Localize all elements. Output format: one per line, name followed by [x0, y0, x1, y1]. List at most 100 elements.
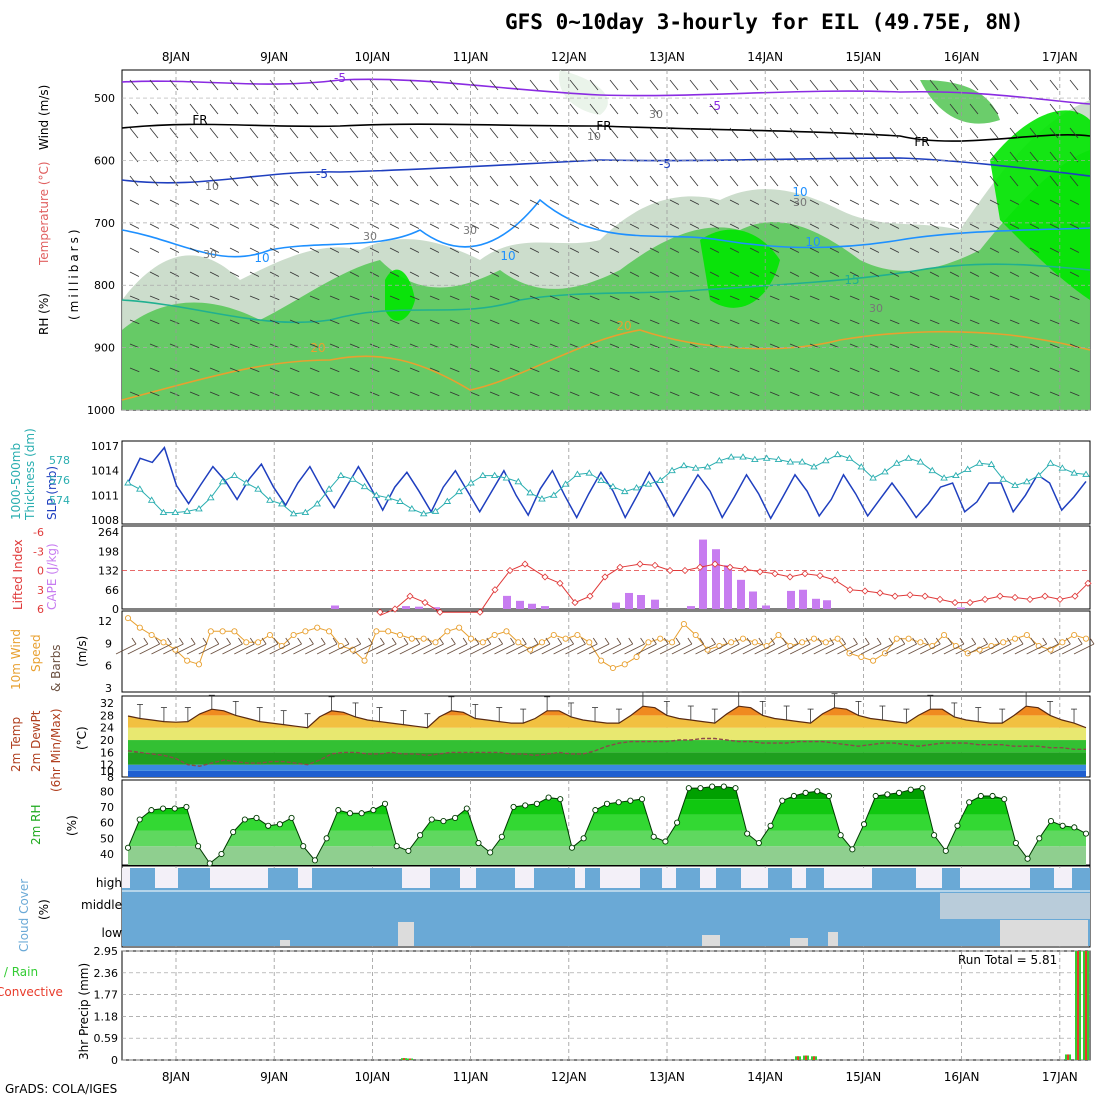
wind-barb-tick — [604, 637, 610, 645]
wind-barb — [189, 175, 199, 187]
wind-barb-10m — [470, 643, 492, 655]
wind-barb — [689, 295, 700, 301]
rh2m-point — [860, 821, 868, 828]
thickness-point — [999, 475, 1008, 482]
wind-barb-10m — [198, 643, 219, 655]
lifted-index-point — [801, 570, 809, 578]
wind-barb — [129, 295, 140, 301]
thickness-point — [715, 456, 724, 464]
wind-barb-10m — [920, 643, 941, 655]
wind-barb — [709, 247, 720, 253]
wind-barb-10m — [210, 643, 231, 655]
wind-barb — [969, 223, 980, 229]
rh2m-point — [288, 814, 295, 821]
lifted-index-point — [816, 572, 824, 580]
temp-tick-label: 28 — [100, 709, 114, 722]
wind-barb — [209, 127, 219, 139]
thickness-point — [1082, 470, 1090, 477]
lifted-tick-label: 3 — [37, 584, 44, 597]
wind-speed-point — [1023, 631, 1030, 639]
wind-barb-tick — [652, 637, 657, 645]
wind-barb — [589, 391, 600, 397]
wind-barb-10m — [860, 643, 882, 655]
wind-barb — [849, 127, 859, 139]
lifted-index-point — [436, 608, 444, 616]
wind-barb — [829, 79, 839, 91]
thickness-point — [751, 455, 759, 463]
temp2m-label-2: 2m DewPt — [29, 710, 43, 772]
wind-barb-10m — [813, 643, 835, 655]
wind-barb — [929, 103, 939, 115]
wind-barb — [149, 127, 159, 139]
thickness-point — [1034, 471, 1043, 479]
thickness-point — [916, 458, 925, 465]
wind-barb — [749, 343, 760, 349]
wind-barb — [909, 271, 920, 277]
wind-barb — [869, 175, 879, 187]
wind-barb-tick — [711, 637, 716, 645]
wind-barb — [569, 103, 579, 115]
wind-barb-10m — [1026, 643, 1047, 655]
date-label-top: 8JAN — [162, 50, 190, 64]
wind-barb — [629, 247, 640, 253]
wind-barb-10m — [730, 643, 752, 655]
wind-barb — [989, 127, 999, 139]
wind-barb — [569, 151, 579, 163]
wind-barb — [489, 367, 500, 373]
wind-barb-10m — [754, 643, 775, 655]
wind-barb — [429, 319, 440, 325]
wind-barb — [1009, 295, 1020, 301]
rh2m-point — [1036, 835, 1043, 842]
wind-barb-tick — [758, 637, 764, 645]
wind-barb — [849, 319, 860, 325]
wind-barb — [269, 199, 280, 205]
rh2m-point — [837, 832, 844, 839]
wind-barb — [589, 295, 600, 301]
wind-barb — [649, 343, 660, 349]
thickness-point — [242, 479, 251, 486]
lifted-index-point — [666, 566, 674, 575]
rh2m-unit-label: (%) — [65, 815, 79, 836]
lifted-index-point — [726, 563, 734, 571]
wind-barb — [569, 295, 580, 301]
wind-barb-tick — [1006, 637, 1012, 645]
wind-barb — [489, 175, 499, 187]
wind-barb-10m — [648, 643, 669, 655]
wind-speed-point — [858, 653, 865, 661]
wind-barb — [509, 319, 520, 325]
wind-barb-10m — [659, 643, 681, 655]
rh2m-point — [475, 839, 482, 847]
wind-barb — [549, 343, 560, 349]
rh2m-point — [814, 788, 821, 795]
wind-barb — [649, 223, 660, 229]
wind-barb-tick — [273, 637, 279, 645]
wind-barb — [129, 271, 140, 277]
wind-barb — [349, 223, 360, 229]
wind-barb-10m — [529, 643, 551, 655]
wind-barb — [569, 271, 580, 277]
wind-barb — [1009, 79, 1019, 91]
wind-barb — [249, 103, 259, 115]
rh2m-point — [311, 857, 318, 864]
millibars-label: (millibars) — [67, 226, 81, 320]
wind-speed-point — [432, 639, 439, 646]
wind-barb-tick — [521, 637, 527, 645]
lifted-index-point — [651, 561, 659, 569]
wind-barb — [889, 223, 900, 229]
wind-barb — [529, 175, 539, 187]
wind-barb — [229, 247, 240, 253]
lifted-index-point — [681, 566, 689, 575]
lifted-index-point — [951, 599, 959, 607]
wind-barb-tick — [959, 637, 965, 645]
temp2m-label-1: 2m Temp — [9, 717, 23, 772]
wind-barb — [949, 295, 960, 301]
wind-barb — [1009, 367, 1020, 373]
wind-barb — [849, 271, 860, 277]
wind-barb-tick — [415, 637, 421, 645]
wind-barb — [589, 199, 600, 205]
date-label-bottom: 13JAN — [649, 1070, 685, 1084]
cloud-high-gap — [1054, 868, 1072, 888]
wind-barb — [649, 103, 659, 115]
wind-barb — [349, 367, 360, 373]
wind-barb — [589, 175, 599, 187]
